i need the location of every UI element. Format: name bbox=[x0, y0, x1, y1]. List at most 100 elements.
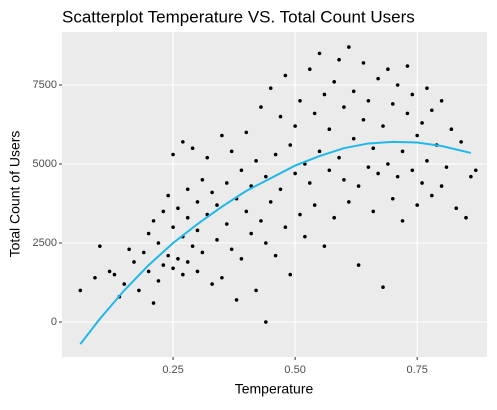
y-tick-label: 5000 bbox=[33, 158, 57, 170]
smooth-line bbox=[79, 140, 472, 345]
point bbox=[264, 320, 268, 324]
point bbox=[322, 244, 327, 248]
point bbox=[342, 177, 346, 182]
panel bbox=[62, 32, 487, 357]
point bbox=[200, 177, 205, 182]
point bbox=[122, 282, 127, 286]
point bbox=[268, 86, 273, 90]
point bbox=[205, 155, 210, 160]
point bbox=[239, 168, 244, 173]
point bbox=[400, 149, 405, 154]
point bbox=[425, 159, 429, 163]
point bbox=[190, 146, 195, 150]
point bbox=[307, 67, 312, 71]
point bbox=[327, 127, 332, 132]
point bbox=[293, 171, 297, 176]
point bbox=[337, 57, 341, 62]
point bbox=[239, 256, 244, 261]
point bbox=[249, 231, 253, 236]
point bbox=[322, 92, 327, 97]
point bbox=[278, 114, 283, 119]
point bbox=[356, 184, 361, 188]
y-tick-label: 7500 bbox=[33, 79, 57, 91]
point bbox=[317, 51, 322, 56]
point bbox=[268, 200, 273, 204]
point bbox=[264, 174, 268, 179]
point bbox=[459, 140, 463, 144]
point bbox=[151, 219, 156, 223]
point bbox=[151, 301, 156, 305]
x-tick-label: 0.25 bbox=[162, 364, 183, 376]
point bbox=[283, 225, 288, 229]
point bbox=[220, 275, 224, 280]
point bbox=[185, 187, 190, 192]
point bbox=[454, 206, 459, 211]
point bbox=[303, 234, 307, 239]
point bbox=[176, 256, 180, 261]
point bbox=[127, 247, 131, 252]
point bbox=[332, 215, 336, 220]
point bbox=[444, 165, 449, 169]
x-tick-label: 0.75 bbox=[406, 364, 427, 376]
point bbox=[410, 92, 415, 97]
point bbox=[361, 117, 366, 122]
point bbox=[229, 149, 234, 154]
point bbox=[210, 190, 214, 195]
point bbox=[376, 171, 380, 176]
point bbox=[185, 215, 190, 220]
point bbox=[351, 136, 356, 141]
point bbox=[410, 168, 415, 173]
point bbox=[366, 165, 371, 169]
point bbox=[273, 152, 278, 157]
point bbox=[264, 241, 268, 245]
point bbox=[229, 247, 234, 252]
x-axis-label: Temperature bbox=[235, 381, 314, 397]
point bbox=[298, 212, 302, 217]
point bbox=[244, 209, 249, 214]
point bbox=[156, 241, 161, 245]
point bbox=[224, 222, 229, 226]
point bbox=[215, 203, 219, 207]
point bbox=[141, 250, 146, 255]
point bbox=[288, 272, 293, 277]
point bbox=[190, 244, 195, 248]
point bbox=[430, 193, 434, 198]
point bbox=[132, 260, 136, 264]
point bbox=[449, 127, 454, 132]
point bbox=[405, 64, 410, 68]
point bbox=[166, 193, 170, 198]
point bbox=[98, 244, 102, 248]
point bbox=[415, 203, 419, 207]
point bbox=[317, 149, 322, 154]
point bbox=[146, 269, 151, 274]
point bbox=[386, 162, 390, 166]
point bbox=[473, 168, 478, 173]
point bbox=[337, 155, 341, 160]
point bbox=[181, 140, 185, 144]
point bbox=[430, 108, 434, 113]
point bbox=[332, 80, 336, 84]
point bbox=[78, 288, 83, 293]
point bbox=[395, 83, 400, 87]
point bbox=[361, 61, 366, 65]
point bbox=[171, 152, 175, 157]
x-tick-label: 0.50 bbox=[284, 364, 305, 376]
point bbox=[376, 76, 380, 81]
point bbox=[210, 282, 214, 286]
y-axis-label: Total Count of Users bbox=[7, 131, 23, 258]
point bbox=[400, 219, 405, 223]
point bbox=[347, 45, 351, 49]
point bbox=[342, 105, 346, 109]
point bbox=[347, 200, 351, 204]
point bbox=[390, 102, 395, 106]
point bbox=[176, 206, 180, 211]
point bbox=[390, 196, 395, 201]
y-tick-label: 2500 bbox=[33, 237, 57, 249]
point bbox=[381, 285, 385, 290]
point bbox=[469, 174, 473, 179]
chart-title: Scatterplot Temperature VS. Total Count … bbox=[62, 7, 415, 26]
point bbox=[200, 250, 205, 255]
point bbox=[112, 272, 117, 277]
y-tick-label: 0 bbox=[51, 316, 57, 328]
point bbox=[288, 143, 293, 147]
